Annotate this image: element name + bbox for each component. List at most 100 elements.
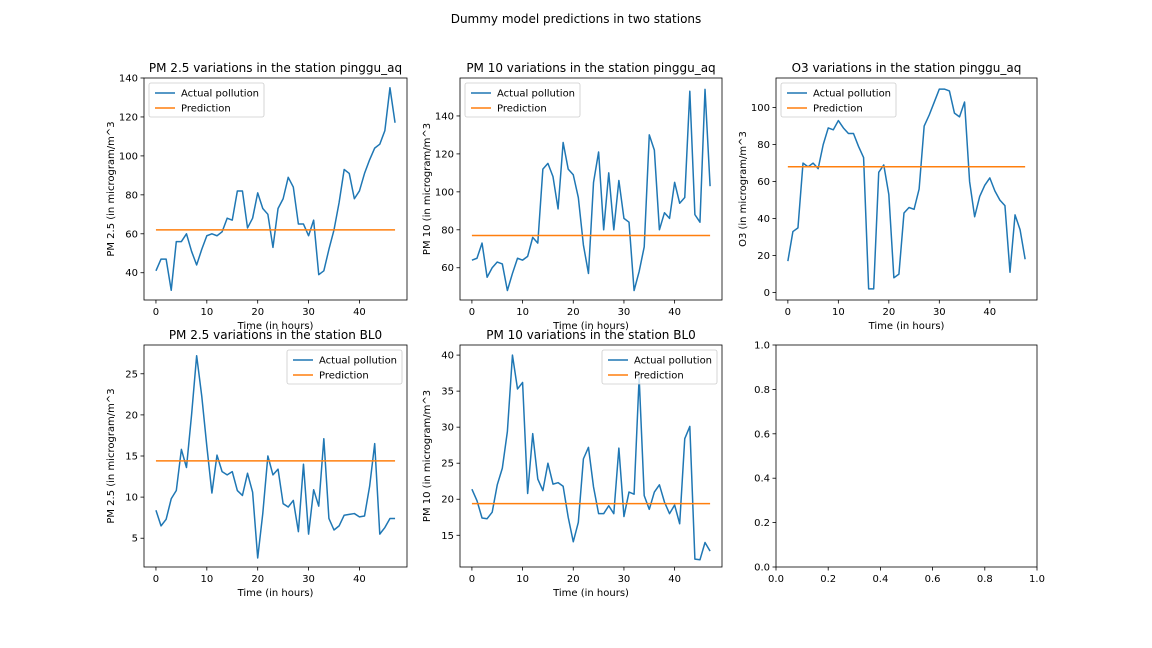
x-tick-label: 40 (668, 574, 681, 585)
x-tick-label: 40 (353, 307, 366, 318)
x-tick-label: 20 (251, 307, 264, 318)
x-tick-label: 10 (832, 307, 845, 318)
legend-entry: Prediction (497, 104, 547, 115)
plot-area (155, 86, 396, 292)
x-axis-label: Time (in hours) (237, 321, 314, 332)
subplot-title: PM 2.5 variations in the station pinggu_… (149, 61, 402, 75)
x-axis-label: Time (in hours) (868, 321, 945, 332)
series-line-actual (155, 354, 396, 559)
plot-area (471, 88, 711, 292)
legend-box (780, 82, 897, 118)
x-tick-label: 40 (353, 574, 366, 585)
y-axis-label: PM 10 (in microgram/m^3 (422, 390, 433, 522)
legend: Actual pollution Prediction (780, 82, 897, 118)
series-line-actual (471, 88, 711, 292)
y-tick-label: 15 (441, 531, 454, 542)
x-tick-label: 0.6 (925, 574, 941, 585)
legend: Actual pollution Prediction (148, 82, 265, 118)
legend-entry: Prediction (634, 371, 684, 382)
x-axis-label: Time (in hours) (552, 321, 629, 332)
x-axis-label: Time (in hours) (237, 588, 314, 599)
subplot-title: PM 2.5 variations in the station BL0 (169, 328, 382, 342)
y-tick-label: 30 (441, 423, 454, 434)
x-tick-label: 10 (200, 307, 213, 318)
figure-suptitle: Dummy model predictions in two stations (451, 12, 702, 26)
y-axis-label: PM 10 (in microgram/m^3 (422, 123, 433, 255)
axes-frame (459, 77, 723, 301)
x-tick-label: 0 (469, 574, 475, 585)
y-tick-label: 25 (125, 369, 138, 380)
axes-frame (459, 344, 723, 568)
y-tick-label: 5 (132, 534, 138, 545)
legend-entry: Actual pollution (634, 356, 712, 367)
y-tick-label: 20 (441, 495, 454, 506)
x-tick-label: 0.8 (977, 574, 993, 585)
y-tick-label: 20 (125, 410, 138, 421)
legend-entry: Prediction (813, 104, 863, 115)
legend-entry: Prediction (181, 104, 231, 115)
y-tick-label: 0.6 (754, 429, 770, 440)
legend: Actual pollution Prediction (601, 349, 718, 385)
legend-entry: Actual pollution (813, 89, 891, 100)
x-tick-label: 0 (469, 307, 475, 318)
series-line-actual (471, 354, 711, 561)
legend: Actual pollution Prediction (464, 82, 581, 118)
x-tick-label: 10 (200, 574, 213, 585)
y-tick-label: 80 (125, 190, 138, 201)
legend-entry: Actual pollution (181, 89, 259, 100)
y-axis-label: O3 (in microgram/m^3 (738, 131, 749, 247)
y-tick-label: 25 (441, 459, 454, 470)
subplot-6: 0.0 0.2 0.4 0.6 0.8 1.0 0.0 0.2 0.4 0.6 0.8 1.0 (754, 341, 1045, 586)
y-tick-label: 40 (757, 214, 770, 225)
y-tick-label: 15 (125, 452, 138, 463)
x-tick-label: 1.0 (1029, 574, 1045, 585)
x-tick-label: 30 (302, 307, 315, 318)
x-tick-label: 30 (618, 307, 631, 318)
y-tick-label: 60 (757, 177, 770, 188)
x-tick-label: 0 (153, 574, 159, 585)
legend-entry: Prediction (319, 371, 369, 382)
y-tick-label: 0.4 (754, 474, 770, 485)
x-tick-label: 30 (933, 307, 946, 318)
subplot-3: 0 10 20 30 40 0 20 40 60 80 100 O3 variations in th… (738, 61, 1038, 332)
y-tick-label: 100 (751, 103, 770, 114)
x-tick-label: 10 (516, 574, 529, 585)
subplot-title: O3 variations in the station pinggu_aq (792, 61, 1022, 75)
y-tick-label: 0.8 (754, 385, 770, 396)
series-line-actual (155, 86, 396, 292)
legend-box (148, 82, 265, 118)
axes-frame (775, 344, 1038, 568)
x-tick-label: 30 (618, 574, 631, 585)
subplot-1: 0 10 20 30 40 40 60 80 100 120 140 PM 2.5 variation… (106, 61, 408, 332)
y-tick-label: 100 (435, 187, 454, 198)
y-tick-label: 40 (125, 268, 138, 279)
y-tick-label: 120 (119, 112, 138, 123)
x-tick-label: 40 (668, 307, 681, 318)
subplot-4: 0 10 20 30 40 5 10 15 20 25 PM 2.5 variations in t… (106, 328, 408, 599)
y-tick-label: 35 (441, 387, 454, 398)
x-tick-label: 40 (983, 307, 996, 318)
subplot-title: PM 10 variations in the station BL0 (486, 328, 696, 342)
axes-frame (775, 77, 1038, 301)
axes-frame (143, 77, 408, 301)
y-tick-label: 140 (435, 111, 454, 122)
plot-area (471, 354, 711, 561)
y-axis-label: PM 2.5 (in microgram/m^3 (106, 388, 117, 523)
series-line-actual (787, 88, 1026, 290)
y-tick-label: 10 (125, 493, 138, 504)
x-tick-label: 0.2 (820, 574, 836, 585)
legend-box (464, 82, 581, 118)
x-axis-label: Time (in hours) (552, 588, 629, 599)
y-tick-label: 0.2 (754, 518, 770, 529)
subplot-title: PM 10 variations in the station pinggu_a… (466, 61, 715, 75)
x-tick-label: 0.4 (872, 574, 888, 585)
y-tick-label: 80 (757, 140, 770, 151)
x-tick-label: 10 (516, 307, 529, 318)
x-tick-label: 0.0 (768, 574, 784, 585)
y-tick-label: 1.0 (754, 341, 770, 352)
x-tick-label: 20 (882, 307, 895, 318)
x-tick-label: 30 (302, 574, 315, 585)
y-tick-label: 80 (441, 225, 454, 236)
